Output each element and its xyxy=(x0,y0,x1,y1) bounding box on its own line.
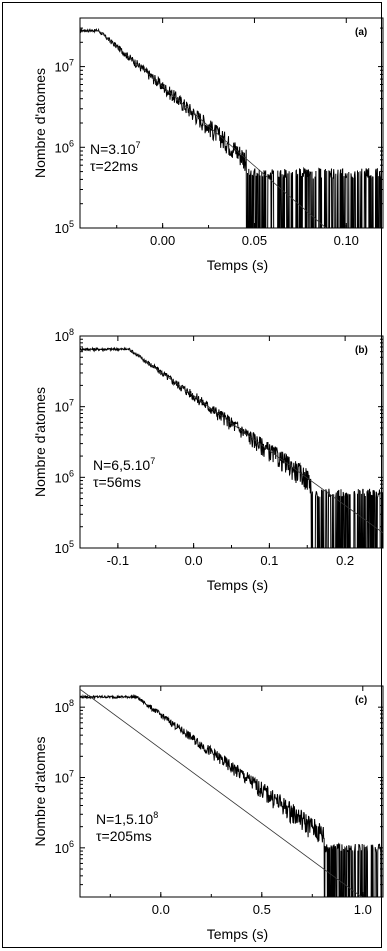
y-tick-label: 108 xyxy=(55,698,74,715)
annotation-n: N=6,5.107 xyxy=(93,456,155,473)
x-axis-label: Temps (s) xyxy=(207,577,268,593)
y-tick-label: 106 xyxy=(55,468,74,485)
panel-label: (c) xyxy=(355,695,367,706)
y-tick-label: 107 xyxy=(55,769,74,786)
x-axis-label: Temps (s) xyxy=(207,926,268,942)
data-line xyxy=(80,27,382,228)
y-axis-label: Nombre d'atomes xyxy=(32,736,48,846)
panel-label: (a) xyxy=(355,27,367,38)
data-trace xyxy=(80,688,383,897)
x-tick-label: 0.2 xyxy=(336,553,354,568)
fit-line xyxy=(98,30,327,228)
x-tick-label: 0.5 xyxy=(253,902,271,917)
chart-panel-0: 0.00 0.05 0.10 105 106 107 Temps (s) Nombre d'a… xyxy=(32,17,384,273)
y-tick-label: 106 xyxy=(55,839,74,856)
data-line xyxy=(80,346,383,548)
plot-area xyxy=(79,685,384,898)
y-tick-label: 107 xyxy=(55,398,74,415)
y-tick-label: 106 xyxy=(55,138,74,155)
annotation-tau: τ=22ms xyxy=(90,158,138,174)
x-axis-label: Temps (s) xyxy=(207,257,268,273)
annotation-n: N=1,5.108 xyxy=(96,810,158,827)
y-axis-label: Nombre d'atomes xyxy=(32,68,48,178)
y-axis-label: Nombre d'atomes xyxy=(32,387,48,497)
chart-panel-1: -0.1 0.0 0.1 0.2 105 106 107 108 Temps (s) Nombre… xyxy=(32,327,384,593)
x-tick-label: 0.1 xyxy=(260,553,278,568)
fit-line xyxy=(80,688,363,897)
data-line xyxy=(80,693,383,897)
x-tick-label: 0.0 xyxy=(185,553,203,568)
chart-panel-2: 0.0 0.5 1.0 106 107 108 Temps (s) Nombre d'atom… xyxy=(32,685,384,942)
y-tick-label: 108 xyxy=(55,327,74,344)
fit-line xyxy=(129,348,383,534)
x-tick-label: 0.05 xyxy=(242,233,267,248)
y-tick-label: 107 xyxy=(55,58,74,75)
x-tick-label: 0.10 xyxy=(334,233,359,248)
x-tick-label: 0.00 xyxy=(150,233,175,248)
x-tick-label: 1.0 xyxy=(354,902,372,917)
y-tick-label: 105 xyxy=(55,539,74,556)
figure-frame xyxy=(2,2,382,948)
data-trace xyxy=(80,27,382,228)
annotation-tau: τ=56ms xyxy=(93,474,141,490)
x-tick-label: -0.1 xyxy=(107,553,129,568)
data-trace xyxy=(80,346,383,548)
annotation-n: N=3.107 xyxy=(90,140,141,157)
y-tick-label: 105 xyxy=(55,219,74,236)
x-tick-label: 0.0 xyxy=(152,902,170,917)
annotation-tau: τ=205ms xyxy=(96,828,152,844)
panel-label: (b) xyxy=(355,345,368,356)
